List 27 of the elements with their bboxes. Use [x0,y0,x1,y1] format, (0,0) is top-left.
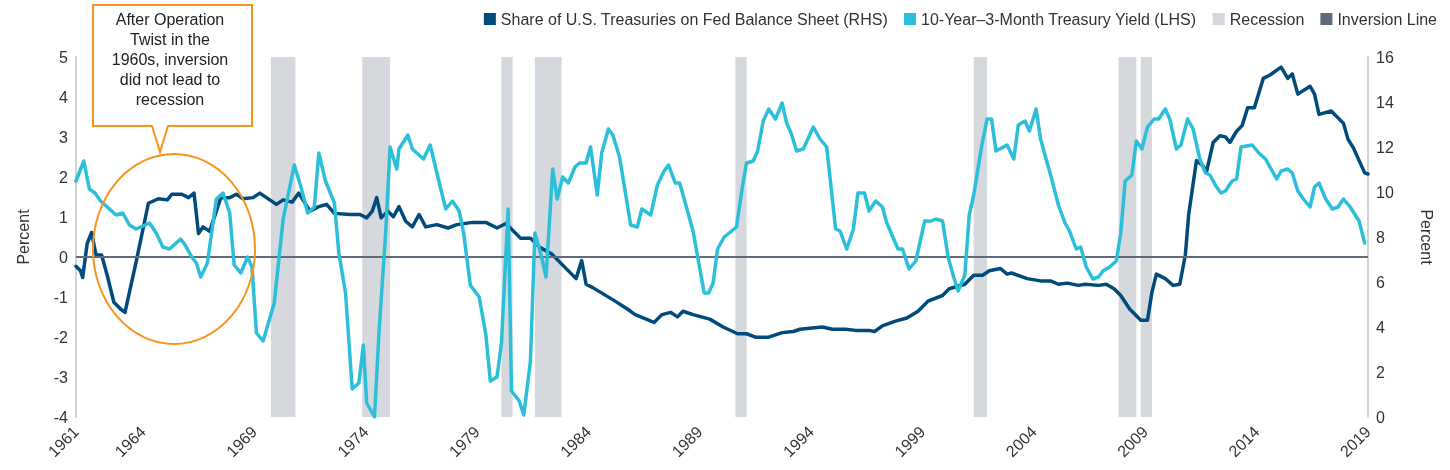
y-tick-label: 1 [59,208,69,226]
y2-tick-label: 6 [1376,273,1385,291]
y2-tick-label: 14 [1376,93,1394,111]
y2-tick-label: 4 [1376,318,1385,336]
y2-tick-label: 2 [1376,363,1385,381]
legend-label: Share of U.S. Treasuries on Fed Balance Sheet (RHS) [500,10,888,28]
y2-axis-title: Percent [1417,209,1435,266]
y-tick-label: 3 [59,128,69,146]
y-tick-label: -3 [53,368,69,386]
y-tick-label: 5 [59,48,69,66]
legend-label: Recession [1229,10,1305,28]
y-tick-label: -2 [53,328,69,346]
legend-label: Inversion Line [1337,10,1438,28]
y2-tick-label: 10 [1376,183,1394,201]
y2-tick-label: 8 [1376,228,1385,246]
line-series [74,65,1370,339]
y-tick-label: 2 [59,168,69,186]
y2-tick-label: 16 [1376,48,1394,66]
legend-label: 10-Year–3-Month Treasury Yield (LHS) [921,10,1197,28]
y-axis-title: Percent [14,208,32,265]
y-tick-label: 4 [59,88,69,106]
y-tick-label: 0 [59,248,69,266]
annotation: After Operation Twist in the 1960s, inversion did not lead to recession [110,10,230,110]
y2-tick-label: 0 [1376,408,1385,426]
y-tick-label: -1 [53,288,69,306]
y2-tick-label: 12 [1376,138,1394,156]
y-tick-label: -4 [53,408,69,426]
